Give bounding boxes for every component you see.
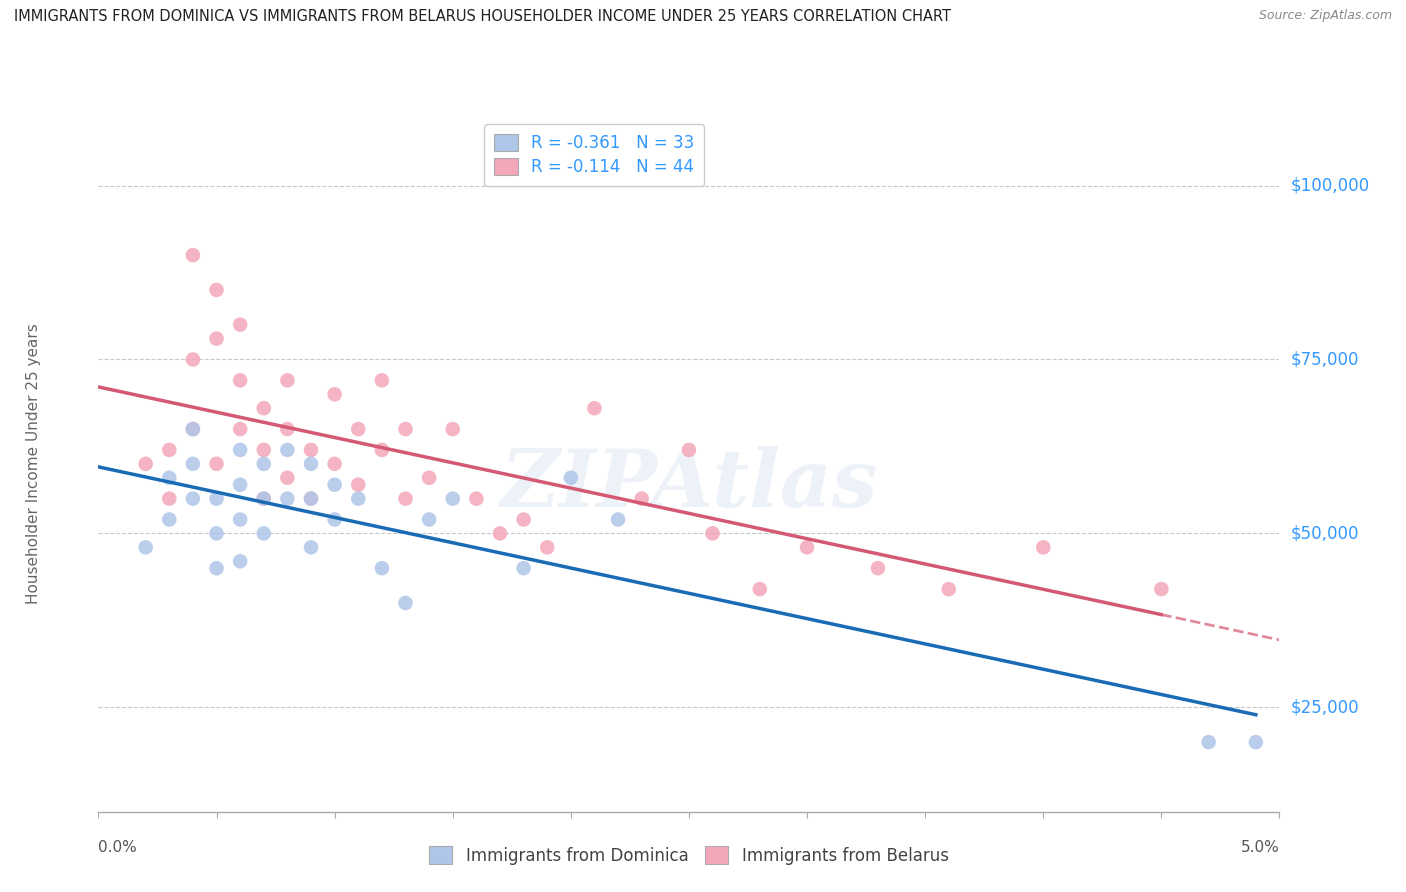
Point [347, 422, 370, 436]
Point [253, 526, 276, 541]
Point [560, 471, 582, 485]
Point [276, 491, 298, 506]
Point [157, 442, 180, 457]
Point [229, 422, 252, 436]
Text: $75,000: $75,000 [1291, 351, 1360, 368]
Point [441, 422, 464, 436]
Point [205, 491, 228, 506]
Point [512, 561, 534, 575]
Point [276, 471, 298, 485]
Text: $100,000: $100,000 [1291, 177, 1369, 194]
Point [181, 457, 204, 471]
Point [135, 541, 157, 555]
Point [323, 512, 346, 526]
Point [1244, 735, 1267, 749]
Point [205, 457, 228, 471]
Point [536, 541, 558, 555]
Point [323, 387, 346, 401]
Legend: Immigrants from Dominica, Immigrants from Belarus: Immigrants from Dominica, Immigrants fro… [420, 838, 957, 873]
Point [394, 491, 416, 506]
Point [181, 248, 204, 262]
Text: IMMIGRANTS FROM DOMINICA VS IMMIGRANTS FROM BELARUS HOUSEHOLDER INCOME UNDER 25 : IMMIGRANTS FROM DOMINICA VS IMMIGRANTS F… [14, 9, 950, 24]
Point [205, 561, 228, 575]
Point [157, 471, 180, 485]
Text: 5.0%: 5.0% [1240, 839, 1279, 855]
Point [299, 491, 322, 506]
Point [229, 373, 252, 387]
Point [253, 491, 276, 506]
Point [323, 477, 346, 491]
Point [418, 512, 440, 526]
Point [253, 457, 276, 471]
Point [253, 401, 276, 416]
Point [205, 332, 228, 346]
Point [1032, 541, 1054, 555]
Point [299, 457, 322, 471]
Point [229, 512, 252, 526]
Point [299, 541, 322, 555]
Point [371, 373, 394, 387]
Text: ZIPAtlas: ZIPAtlas [501, 446, 877, 524]
Point [181, 491, 204, 506]
Point [181, 422, 204, 436]
Point [299, 491, 322, 506]
Point [229, 318, 252, 332]
Point [229, 477, 252, 491]
Point [607, 512, 630, 526]
Point [205, 283, 228, 297]
Point [583, 401, 606, 416]
Point [276, 442, 298, 457]
Point [1150, 582, 1173, 596]
Point [347, 477, 370, 491]
Point [347, 491, 370, 506]
Text: 0.0%: 0.0% [98, 839, 138, 855]
Point [630, 491, 652, 506]
Point [323, 457, 346, 471]
Point [441, 491, 464, 506]
Point [796, 541, 818, 555]
Point [205, 526, 228, 541]
Text: $50,000: $50,000 [1291, 524, 1360, 542]
Point [394, 422, 416, 436]
Point [938, 582, 960, 596]
Point [678, 442, 700, 457]
Point [276, 422, 298, 436]
Point [253, 491, 276, 506]
Point [157, 491, 180, 506]
Point [866, 561, 889, 575]
Point [157, 512, 180, 526]
Point [229, 554, 252, 568]
Point [489, 526, 512, 541]
Point [229, 442, 252, 457]
Text: Householder Income Under 25 years: Householder Income Under 25 years [25, 324, 41, 604]
Point [181, 422, 204, 436]
Point [135, 457, 157, 471]
Point [181, 352, 204, 367]
Point [299, 442, 322, 457]
Point [512, 512, 534, 526]
Point [371, 561, 394, 575]
Text: $25,000: $25,000 [1291, 698, 1360, 716]
Point [1198, 735, 1220, 749]
Point [394, 596, 416, 610]
Point [748, 582, 770, 596]
Point [371, 442, 394, 457]
Point [276, 373, 298, 387]
Text: Source: ZipAtlas.com: Source: ZipAtlas.com [1258, 9, 1392, 22]
Point [465, 491, 488, 506]
Point [253, 442, 276, 457]
Point [418, 471, 440, 485]
Point [702, 526, 724, 541]
